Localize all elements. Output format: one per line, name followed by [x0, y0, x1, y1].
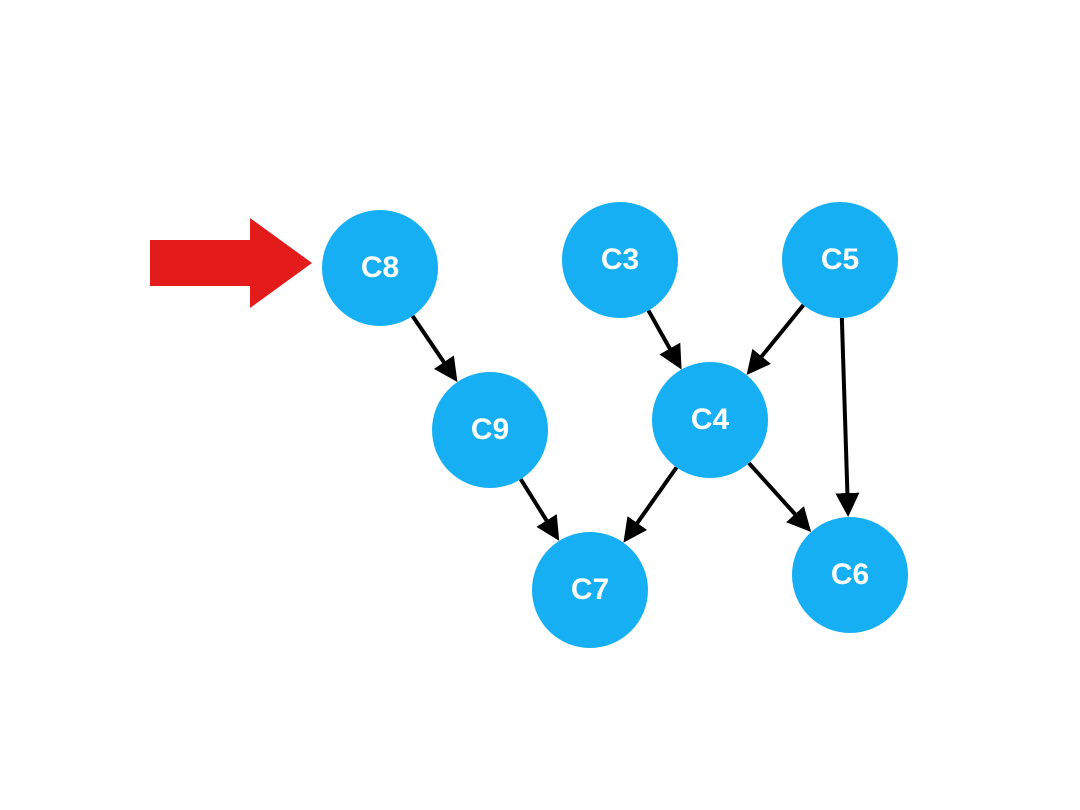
node-label: C8: [361, 251, 399, 285]
node-c5: C5: [782, 202, 898, 318]
edge-c5-c6: [842, 318, 848, 513]
node-c3: C3: [562, 202, 678, 318]
node-label: C6: [831, 558, 869, 592]
node-label: C3: [601, 243, 639, 277]
node-label: C5: [821, 243, 859, 277]
node-c4: C4: [652, 362, 768, 478]
node-label: C9: [471, 413, 509, 447]
pointer-arrow-icon: [150, 218, 312, 308]
node-c7: C7: [532, 532, 648, 648]
node-c6: C6: [792, 517, 908, 633]
node-label: C7: [571, 573, 609, 607]
edge-c8-c9: [413, 316, 456, 379]
edge-c9-c7: [521, 479, 557, 537]
edge-c4-c6: [749, 463, 809, 529]
edge-c4-c7: [626, 467, 677, 539]
edge-c3-c4: [648, 311, 679, 366]
node-c8: C8: [322, 210, 438, 326]
node-c9: C9: [432, 372, 548, 488]
node-label: C4: [691, 403, 729, 437]
edge-c5-c4: [749, 305, 803, 372]
